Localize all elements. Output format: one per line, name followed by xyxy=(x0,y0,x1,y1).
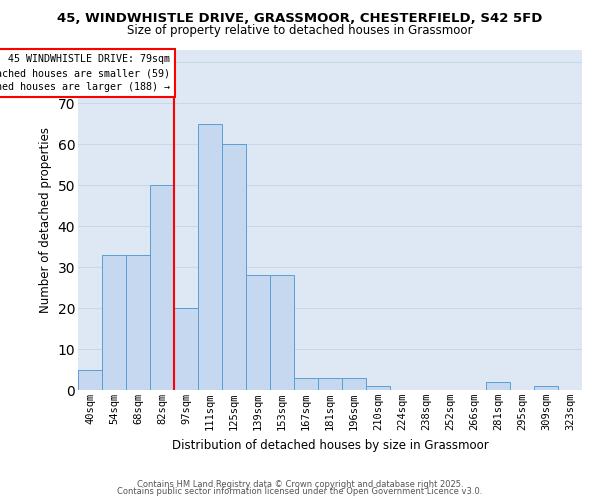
Bar xyxy=(126,255,150,390)
Bar xyxy=(198,124,222,390)
Bar xyxy=(486,382,510,390)
Text: Contains HM Land Registry data © Crown copyright and database right 2025.: Contains HM Land Registry data © Crown c… xyxy=(137,480,463,489)
Text: Contains public sector information licensed under the Open Government Licence v3: Contains public sector information licen… xyxy=(118,488,482,496)
Text: Size of property relative to detached houses in Grassmoor: Size of property relative to detached ho… xyxy=(127,24,473,37)
Bar xyxy=(222,144,246,390)
Bar xyxy=(366,386,390,390)
X-axis label: Distribution of detached houses by size in Grassmoor: Distribution of detached houses by size … xyxy=(172,438,488,452)
Bar xyxy=(270,276,294,390)
Bar xyxy=(174,308,198,390)
Text: 45, WINDWHISTLE DRIVE, GRASSMOOR, CHESTERFIELD, S42 5FD: 45, WINDWHISTLE DRIVE, GRASSMOOR, CHESTE… xyxy=(58,12,542,26)
Bar xyxy=(342,378,366,390)
Y-axis label: Number of detached properties: Number of detached properties xyxy=(39,127,52,313)
Bar xyxy=(318,378,342,390)
Bar xyxy=(534,386,558,390)
Bar xyxy=(78,370,102,390)
Text: 45 WINDWHISTLE DRIVE: 79sqm
← 22% of detached houses are smaller (59)
69% of sem: 45 WINDWHISTLE DRIVE: 79sqm ← 22% of det… xyxy=(0,54,170,92)
Bar xyxy=(102,255,126,390)
Bar xyxy=(246,276,270,390)
Bar xyxy=(294,378,318,390)
Bar xyxy=(150,185,174,390)
